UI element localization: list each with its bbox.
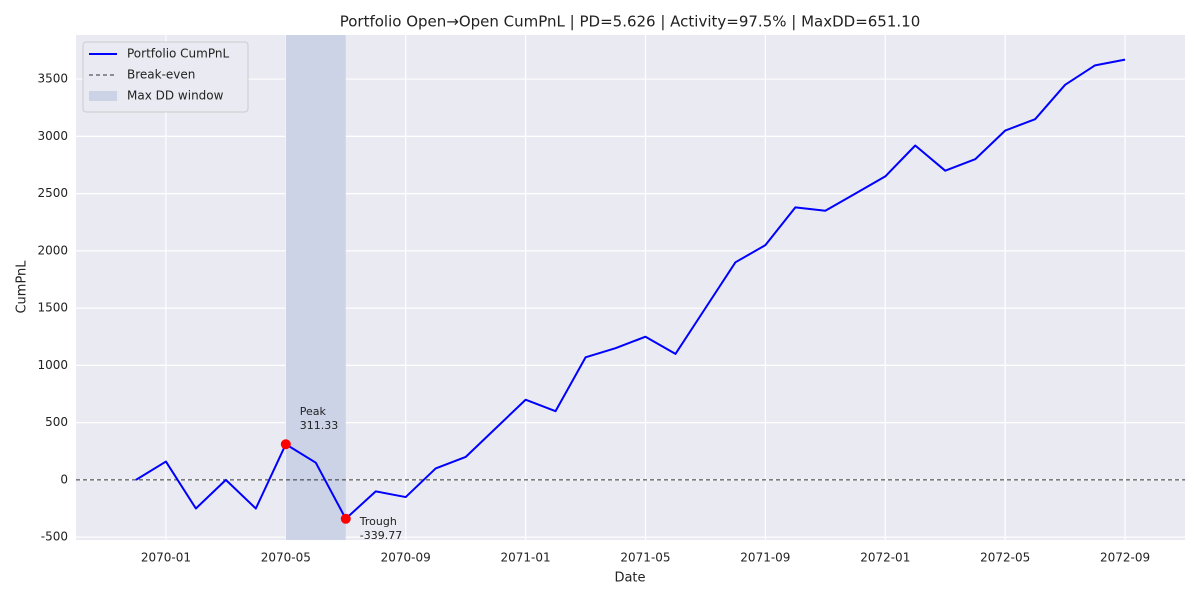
y-tick-label: -500 [41,530,68,544]
legend-label: Break-even [127,68,195,82]
legend-label: Max DD window [127,89,224,103]
drawdown-window [285,35,346,540]
x-axis-label: Date [614,571,645,586]
annotation-label: Peak [300,405,327,418]
legend: Portfolio CumPnL Break-even Max DD window [82,41,249,113]
annotation-marker [340,513,351,524]
x-tick-label: 2072-09 [1100,551,1150,565]
y-tick-label: 2000 [37,243,68,257]
y-tick-label: 1500 [37,301,68,315]
y-tick-label: 2500 [37,186,68,200]
legend-label: Portfolio CumPnL [127,47,229,61]
y-tick-label: 500 [45,415,68,429]
plot-area [76,35,1185,540]
x-tick-label: 2070-01 [141,551,191,565]
annotation-value: 311.33 [300,419,339,432]
x-tick-label: 2070-05 [261,551,311,565]
legend-box [82,41,249,113]
annotation-value: -339.77 [360,529,402,542]
y-tick-label: 3500 [37,72,68,86]
chart-title: Portfolio Open→Open CumPnL | PD=5.626 | … [340,13,921,31]
x-tick-label: 2071-01 [501,551,551,565]
annotation-marker [280,439,291,450]
x-tick-label: 2071-05 [620,551,670,565]
series-line [135,58,1126,520]
y-tick-label: 1000 [37,358,68,372]
x-tick-label: 2072-05 [980,551,1030,565]
legend-swatch [89,91,117,101]
x-tick-label: 2072-01 [860,551,910,565]
y-axis-label: CumPnL [15,260,30,314]
x-tick-label: 2071-09 [740,551,790,565]
x-tick-label: 2070-09 [381,551,431,565]
y-tick-label: 0 [60,472,68,486]
annotation-label: Trough [359,515,397,528]
y-tick-label: 3000 [37,129,68,143]
